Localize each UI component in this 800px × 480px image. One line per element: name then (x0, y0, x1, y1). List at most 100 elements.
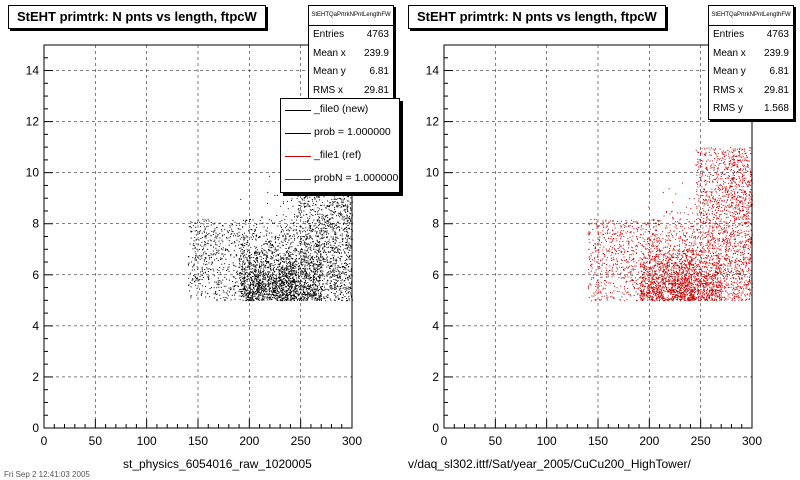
scatter-point (222, 234, 224, 236)
scatter-point (309, 289, 311, 291)
scatter-point (336, 275, 338, 277)
scatter-point (261, 264, 263, 266)
scatter-point (313, 276, 315, 278)
scatter-point (262, 251, 264, 253)
scatter-point (634, 286, 635, 288)
scatter-point (315, 242, 316, 244)
scatter-point (341, 279, 343, 281)
scatter-point (206, 242, 208, 244)
scatter-point (746, 270, 748, 272)
scatter-point (318, 244, 320, 246)
scatter-point (307, 260, 309, 262)
scatter-point (616, 240, 618, 242)
scatter-point (260, 284, 262, 286)
scatter-point (271, 272, 273, 274)
scatter-point (230, 233, 232, 235)
scatter-point (275, 255, 277, 257)
scatter-point (679, 236, 681, 238)
scatter-point (315, 278, 317, 279)
scatter-point (248, 295, 249, 297)
scatter-point (323, 250, 325, 252)
scatter-point (277, 260, 279, 262)
scatter-point (328, 246, 329, 248)
scatter-point (350, 294, 352, 296)
scatter-point (320, 231, 322, 233)
scatter-point (686, 239, 688, 241)
scatter-point (291, 298, 293, 300)
scatter-point (258, 299, 260, 301)
scatter-point (247, 291, 249, 293)
scatter-point (287, 228, 289, 230)
scatter-point (310, 287, 312, 288)
scatter-point (313, 295, 315, 296)
scatter-point (304, 282, 306, 284)
scatter-point (232, 262, 234, 264)
scatter-point (321, 289, 323, 290)
scatter-point (738, 278, 740, 280)
scatter-point (303, 258, 305, 260)
scatter-point (339, 257, 341, 259)
scatter-point (327, 214, 329, 216)
scatter-point (333, 192, 335, 194)
scatter-point (309, 237, 311, 239)
scatter-point (606, 250, 608, 252)
scatter-point (286, 282, 288, 284)
scatter-point (326, 228, 328, 229)
x-tick-label: 200 (239, 434, 259, 448)
left-stats-row-mean-x: Mean x 239.9 (313, 47, 389, 59)
left-stats-box[interactable]: StEHTQaPrtrkNPntLengthFW Entries 4763 Mea… (308, 5, 394, 101)
scatter-point (623, 244, 625, 246)
scatter-point (289, 270, 291, 272)
scatter-point (255, 276, 257, 278)
scatter-point (267, 273, 269, 275)
scatter-point (278, 268, 280, 270)
scatter-point (254, 252, 255, 254)
scatter-point (312, 280, 314, 282)
scatter-point (232, 242, 234, 244)
scatter-point (201, 266, 203, 268)
scatter-point (290, 299, 291, 301)
scatter-point (300, 271, 302, 273)
scatter-point (246, 292, 248, 294)
scatter-point (309, 258, 311, 260)
scatter-point (308, 219, 309, 221)
scatter-point (319, 295, 321, 297)
scatter-point (266, 261, 268, 263)
scatter-point (654, 247, 656, 249)
scatter-point (298, 236, 299, 238)
scatter-point (282, 282, 284, 284)
scatter-point (250, 297, 252, 299)
left-x-axis-title: st_physics_6054016_raw_1020005 (123, 457, 312, 471)
scatter-point (638, 287, 640, 289)
scatter-point (207, 225, 209, 227)
scatter-point (294, 274, 296, 276)
scatter-point (311, 296, 313, 298)
scatter-point (280, 231, 282, 233)
scatter-point (233, 287, 235, 289)
scatter-point (590, 265, 592, 267)
scatter-point (654, 273, 656, 275)
scatter-point (314, 281, 316, 283)
scatter-point (198, 257, 200, 259)
scatter-point (258, 293, 260, 295)
scatter-point (745, 183, 747, 185)
legend-box[interactable]: _file0 (new) prob = 1.000000 _file1 (ref… (280, 98, 400, 193)
scatter-point (322, 259, 324, 261)
scatter-point (262, 289, 263, 291)
scatter-point (299, 297, 301, 299)
scatter-point (239, 276, 241, 278)
scatter-point (287, 289, 289, 291)
scatter-point (722, 286, 724, 288)
scatter-point (333, 279, 335, 280)
scatter-point (732, 148, 734, 150)
scatter-point (253, 270, 255, 272)
scatter-point (290, 270, 292, 272)
scatter-point (316, 298, 318, 300)
scatter-point (212, 234, 214, 235)
scatter-point (720, 284, 722, 286)
scatter-point (275, 279, 277, 280)
scatter-point (243, 286, 245, 288)
scatter-point (296, 226, 298, 227)
scatter-point (337, 265, 339, 267)
scatter-point (302, 271, 304, 273)
